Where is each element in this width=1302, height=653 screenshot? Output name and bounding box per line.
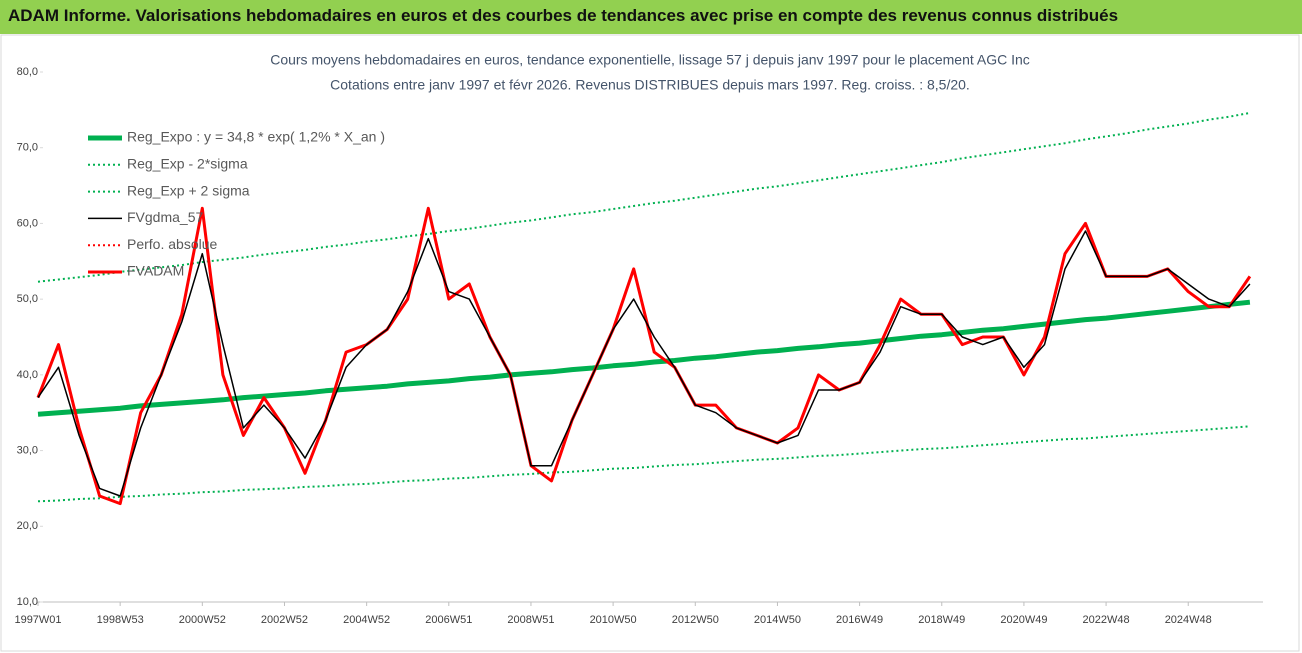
y-tick-label: 70,0 [17,142,38,154]
x-tick-label: 2014W50 [754,614,801,626]
x-tick-label: 2008W51 [507,614,554,626]
series-line [37,230,1251,497]
x-tick-label: 2016W49 [836,614,883,626]
x-tick-label: 2002W52 [261,614,308,626]
y-tick-label: 10,0 [17,596,38,608]
legend-label: Reg_Exp + 2 sigma [127,182,250,198]
series-line [36,206,1252,506]
y-tick-label: 80,0 [17,66,38,78]
chart-frame [0,34,1300,652]
banner: ADAM Informe. Valorisations hebdomadaire… [0,0,1302,34]
y-tick-label: 40,0 [17,369,38,381]
x-tick-label: 2020W49 [1000,614,1047,626]
chart: Cours moyens hebdomadaires en euros, ten… [0,34,1300,652]
x-tick-label: 2024W48 [1165,614,1212,626]
x-tick-label: 1997W01 [14,614,61,626]
y-tick-label: 60,0 [17,217,38,229]
x-tick-label: 2000W52 [179,614,226,626]
legend-label: Reg_Exp - 2*sigma [127,156,248,172]
legend-label: FVgdma_57 [127,209,203,225]
x-tick-label: 2004W52 [343,614,390,626]
x-tick-label: 2018W49 [918,614,965,626]
page-title: ADAM Informe. Valorisations hebdomadaire… [8,6,1119,25]
y-tick-label: 20,0 [17,520,38,532]
x-tick-label: 2012W50 [672,614,719,626]
legend-label: Reg_Expo : y = 34,8 * exp( 1,2% * X_an ) [127,129,385,145]
series-line [37,425,1250,503]
x-tick-label: 2006W51 [425,614,472,626]
x-tick-label: 2022W48 [1083,614,1130,626]
x-tick-label: 1998W53 [97,614,144,626]
x-tick-label: 2010W50 [590,614,637,626]
series-line [37,111,1251,283]
y-tick-label: 50,0 [17,293,38,305]
legend-label: FVADAM [127,263,184,279]
chart-title: Cours moyens hebdomadaires en euros, ten… [270,52,1030,68]
legend-label: Perfo. absolue [127,236,217,252]
chart-subtitle: Cotations entre janv 1997 et févr 2026. … [330,77,970,93]
y-tick-label: 30,0 [17,444,38,456]
